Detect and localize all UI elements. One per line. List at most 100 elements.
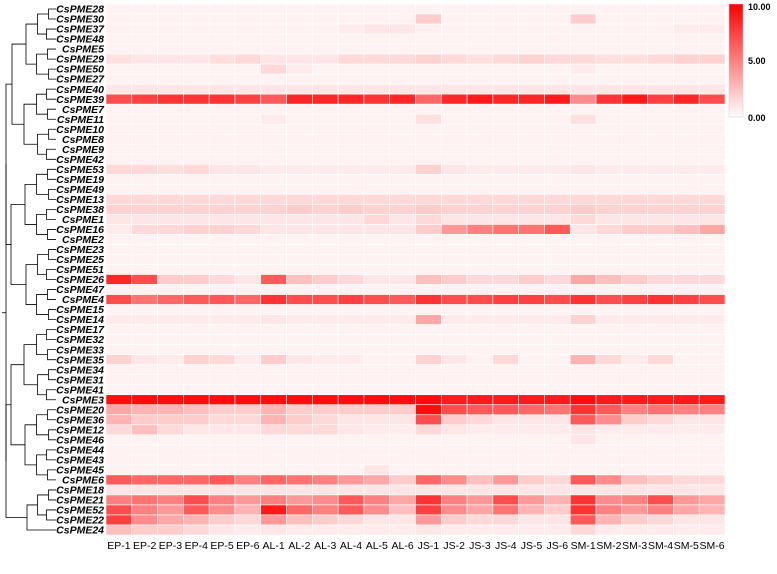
heatmap-cell (466, 434, 494, 446)
heatmap-cell (131, 244, 158, 255)
heatmap-cell (492, 174, 519, 185)
heatmap-cell (337, 374, 365, 386)
heatmap-cell (337, 414, 365, 426)
heatmap-cell (183, 264, 210, 275)
heatmap-cell (440, 344, 468, 355)
heatmap-cell (621, 53, 648, 65)
dendrogram-branch (46, 389, 56, 401)
heatmap-cell (234, 214, 262, 225)
heatmap-cell (544, 474, 571, 486)
heatmap-cell (234, 184, 262, 195)
heatmap-cell (234, 494, 262, 506)
heatmap-cell (621, 123, 648, 135)
heatmap-cell (621, 344, 648, 355)
heatmap-cell (286, 63, 313, 75)
heatmap-cell (673, 254, 700, 265)
heatmap-cell (105, 384, 133, 396)
dendrogram-branch (46, 148, 56, 160)
heatmap-cell (595, 524, 623, 536)
heatmap-cell (157, 214, 184, 225)
heatmap-cell (415, 434, 442, 446)
heatmap-cell (337, 264, 365, 275)
heatmap-cell (492, 264, 519, 275)
heatmap-cell (595, 414, 623, 426)
heatmap-cell (415, 143, 442, 155)
heatmap-cell (260, 184, 287, 195)
heatmap-cell (673, 334, 700, 345)
heatmap-cell (234, 93, 262, 105)
heatmap-cell (337, 354, 365, 365)
heatmap-cell (208, 174, 236, 185)
heatmap-cell (492, 33, 519, 45)
heatmap-cell (260, 504, 287, 516)
heatmap-cell (621, 424, 648, 436)
column-label: AL-6 (392, 540, 414, 552)
heatmap-cell (105, 494, 133, 506)
heatmap-cell (260, 424, 287, 436)
heatmap-cell (157, 304, 184, 315)
dendrogram-branch (10, 364, 25, 446)
heatmap-cell (312, 174, 339, 185)
heatmap-cell (673, 224, 700, 235)
heatmap-cell (105, 194, 133, 205)
heatmap-cell (260, 414, 287, 426)
heatmap-cell (440, 454, 468, 466)
heatmap-cell (698, 194, 726, 205)
heatmap-cell (183, 143, 210, 155)
heatmap-cell (415, 374, 442, 386)
heatmap-cell (337, 113, 365, 125)
column-label: AL-2 (288, 540, 310, 552)
row-label: CsPME51 (56, 264, 104, 276)
dendrogram-branch (26, 504, 56, 531)
heatmap-cell (363, 93, 391, 105)
heatmap-cell (389, 103, 416, 115)
heatmap-cell (286, 204, 313, 215)
heatmap-cell (518, 123, 545, 135)
heatmap-cell (363, 204, 391, 215)
heatmap-cell (157, 394, 184, 406)
heatmap-cell (286, 43, 313, 55)
heatmap-cell (105, 224, 133, 235)
heatmap-cell (105, 164, 133, 175)
heatmap-cell (312, 424, 339, 436)
heatmap-cell (415, 334, 442, 345)
heatmap-cell (183, 424, 210, 436)
dendrogram-branch (47, 409, 56, 421)
heatmap-cell (363, 354, 391, 365)
heatmap-cell (621, 204, 648, 215)
heatmap-cell (569, 304, 597, 315)
dendrogram-branch (47, 48, 56, 60)
heatmap-cell (492, 524, 519, 536)
heatmap-cell (286, 73, 313, 85)
heatmap-cell (286, 474, 313, 486)
heatmap-cell (208, 23, 236, 35)
heatmap-cell (260, 214, 287, 225)
heatmap-cell (440, 384, 468, 396)
heatmap-cell (621, 63, 648, 75)
heatmap-cell (621, 504, 648, 516)
heatmap-cell (415, 234, 442, 245)
heatmap-cell (544, 394, 571, 406)
heatmap-cell (157, 23, 184, 35)
heatmap-cell (286, 514, 313, 526)
column-label: EP-6 (236, 540, 260, 552)
heatmap-cell (234, 83, 262, 95)
heatmap-cell (492, 444, 519, 456)
heatmap-cell (698, 354, 726, 365)
heatmap-cell (105, 264, 133, 275)
row-label: CsPME20 (56, 404, 104, 416)
heatmap-cell (208, 224, 236, 235)
heatmap-cell (286, 13, 313, 25)
heatmap-cell (569, 444, 597, 456)
heatmap-cell (131, 304, 158, 315)
heatmap-cell (569, 184, 597, 195)
heatmap-cell (183, 524, 210, 536)
row-label: CsPME9 (62, 144, 104, 156)
heatmap-cell (234, 294, 262, 305)
heatmap-cell (544, 254, 571, 265)
heatmap-cell (105, 414, 133, 426)
heatmap-cell (286, 284, 313, 295)
heatmap-cell (415, 123, 442, 135)
heatmap-cell (647, 53, 674, 65)
heatmap-cell (673, 204, 700, 215)
